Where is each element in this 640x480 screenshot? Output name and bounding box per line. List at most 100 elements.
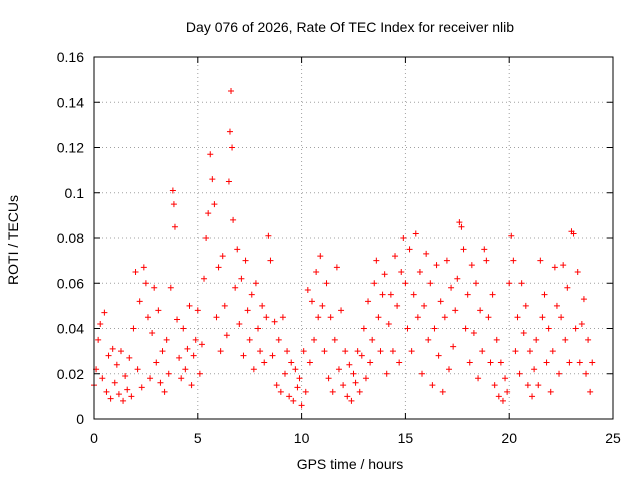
data-point [483, 257, 490, 264]
data-point [489, 291, 496, 298]
data-point [412, 230, 419, 237]
data-point [342, 348, 349, 355]
data-point [493, 336, 500, 343]
data-point [292, 366, 299, 373]
plot-frame [93, 56, 614, 420]
data-point [472, 280, 479, 287]
data-point [95, 336, 102, 343]
data-point [437, 298, 444, 305]
data-point [140, 264, 147, 271]
data-point [115, 391, 122, 398]
data-point [147, 375, 154, 382]
data-point [556, 370, 563, 377]
data-point [495, 393, 502, 400]
data-point [122, 373, 129, 380]
data-point [134, 366, 141, 373]
data-point [279, 314, 286, 321]
data-point [151, 284, 158, 291]
data-point [456, 219, 463, 226]
data-point [356, 388, 363, 395]
data-point [219, 253, 226, 260]
data-point [452, 307, 459, 314]
data-point [159, 348, 166, 355]
data-point [311, 336, 318, 343]
data-point [545, 325, 552, 332]
data-point [126, 354, 133, 361]
data-point [580, 296, 587, 303]
data-point [514, 314, 521, 321]
data-point [558, 314, 565, 321]
data-point [394, 302, 401, 309]
chart-title: Day 076 of 2026, Rate Of TEC Index for r… [186, 19, 514, 35]
data-point [485, 314, 492, 321]
data-point [205, 210, 212, 217]
data-point [373, 257, 380, 264]
data-point [194, 307, 201, 314]
data-point [284, 348, 291, 355]
data-point [416, 268, 423, 275]
data-point [203, 235, 210, 241]
x-tick-label: 0 [90, 430, 98, 446]
data-point [377, 348, 384, 355]
data-point [111, 379, 118, 386]
data-point [288, 359, 295, 366]
data-point [138, 384, 145, 391]
data-point [128, 393, 135, 400]
data-point [142, 280, 149, 287]
data-point [188, 382, 195, 389]
data-point [308, 298, 315, 305]
x-tick-label: 5 [194, 430, 202, 446]
data-point [464, 291, 471, 298]
data-point [392, 253, 399, 260]
data-point [441, 314, 448, 321]
data-point [520, 330, 527, 337]
data-point [335, 366, 342, 373]
data-point [117, 348, 124, 355]
data-point [477, 307, 484, 314]
data-point [371, 280, 378, 287]
data-point [448, 284, 455, 291]
data-point [414, 314, 421, 321]
data-point [286, 393, 293, 400]
data-point [470, 330, 477, 337]
data-point [562, 336, 569, 343]
data-point [410, 291, 417, 298]
data-point [182, 366, 189, 373]
data-point [226, 128, 233, 135]
data-point [149, 330, 156, 337]
data-point [533, 336, 540, 343]
data-point [180, 325, 187, 332]
data-point [375, 314, 382, 321]
data-point [171, 223, 178, 230]
data-point [570, 230, 577, 237]
data-point [549, 348, 556, 355]
data-point [404, 325, 411, 332]
data-point [543, 359, 550, 366]
data-point [259, 302, 266, 309]
data-point [161, 388, 168, 395]
data-point [522, 302, 529, 309]
data-point [518, 280, 525, 287]
data-point [429, 382, 436, 389]
data-point [234, 246, 241, 253]
data-point [167, 284, 174, 291]
data-point [524, 382, 531, 389]
data-point [319, 302, 326, 309]
x-tick-label: 10 [294, 430, 310, 446]
data-point [165, 370, 172, 377]
data-point [381, 271, 388, 278]
data-point [242, 257, 249, 264]
data-point [248, 291, 255, 298]
data-point [529, 393, 536, 400]
data-point [333, 264, 340, 271]
data-point [510, 257, 517, 264]
data-point [383, 370, 390, 377]
data-point [107, 395, 114, 402]
data-point [275, 336, 282, 343]
data-point [269, 352, 276, 359]
data-point [589, 359, 596, 366]
data-point [369, 336, 376, 343]
data-point [99, 375, 106, 382]
data-point [257, 348, 264, 355]
data-point [460, 246, 467, 253]
